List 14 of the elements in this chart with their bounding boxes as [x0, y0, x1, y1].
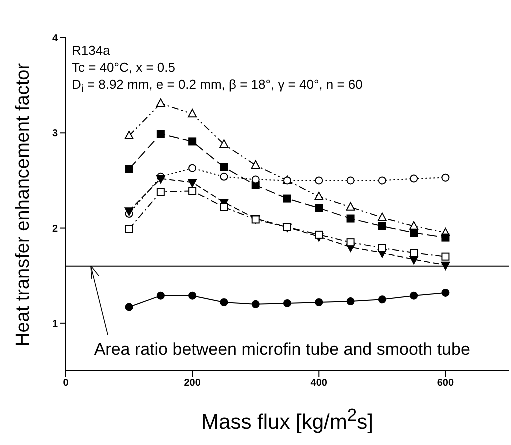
annotation: D$_{i}$ = 8.92 mm, e = 0.2 mm, β = 18°, γ = 40°, n = 60	[72, 76, 363, 98]
y-tick-label: 4	[52, 34, 58, 45]
annotation: Tc = 40°C, x = 0.5	[72, 59, 176, 76]
annotation: R134a	[72, 42, 112, 59]
y-tick-label: 2	[52, 224, 58, 235]
x-tick-label: 200	[184, 378, 202, 390]
annotation: Area ratio between microfin tube and smooth tube	[94, 340, 470, 360]
x-tick-label: 600	[437, 378, 454, 390]
x-tick-label: 400	[310, 378, 328, 390]
x-tick-label: 0	[63, 378, 70, 390]
y-tick-label: 3	[52, 128, 58, 140]
y-tick-label: 1	[52, 318, 58, 330]
y-axis-title: Heat transfer enhancement factor	[13, 62, 35, 346]
x-axis-title: Mass flux [kg/m$^{2}$s]	[202, 405, 374, 435]
